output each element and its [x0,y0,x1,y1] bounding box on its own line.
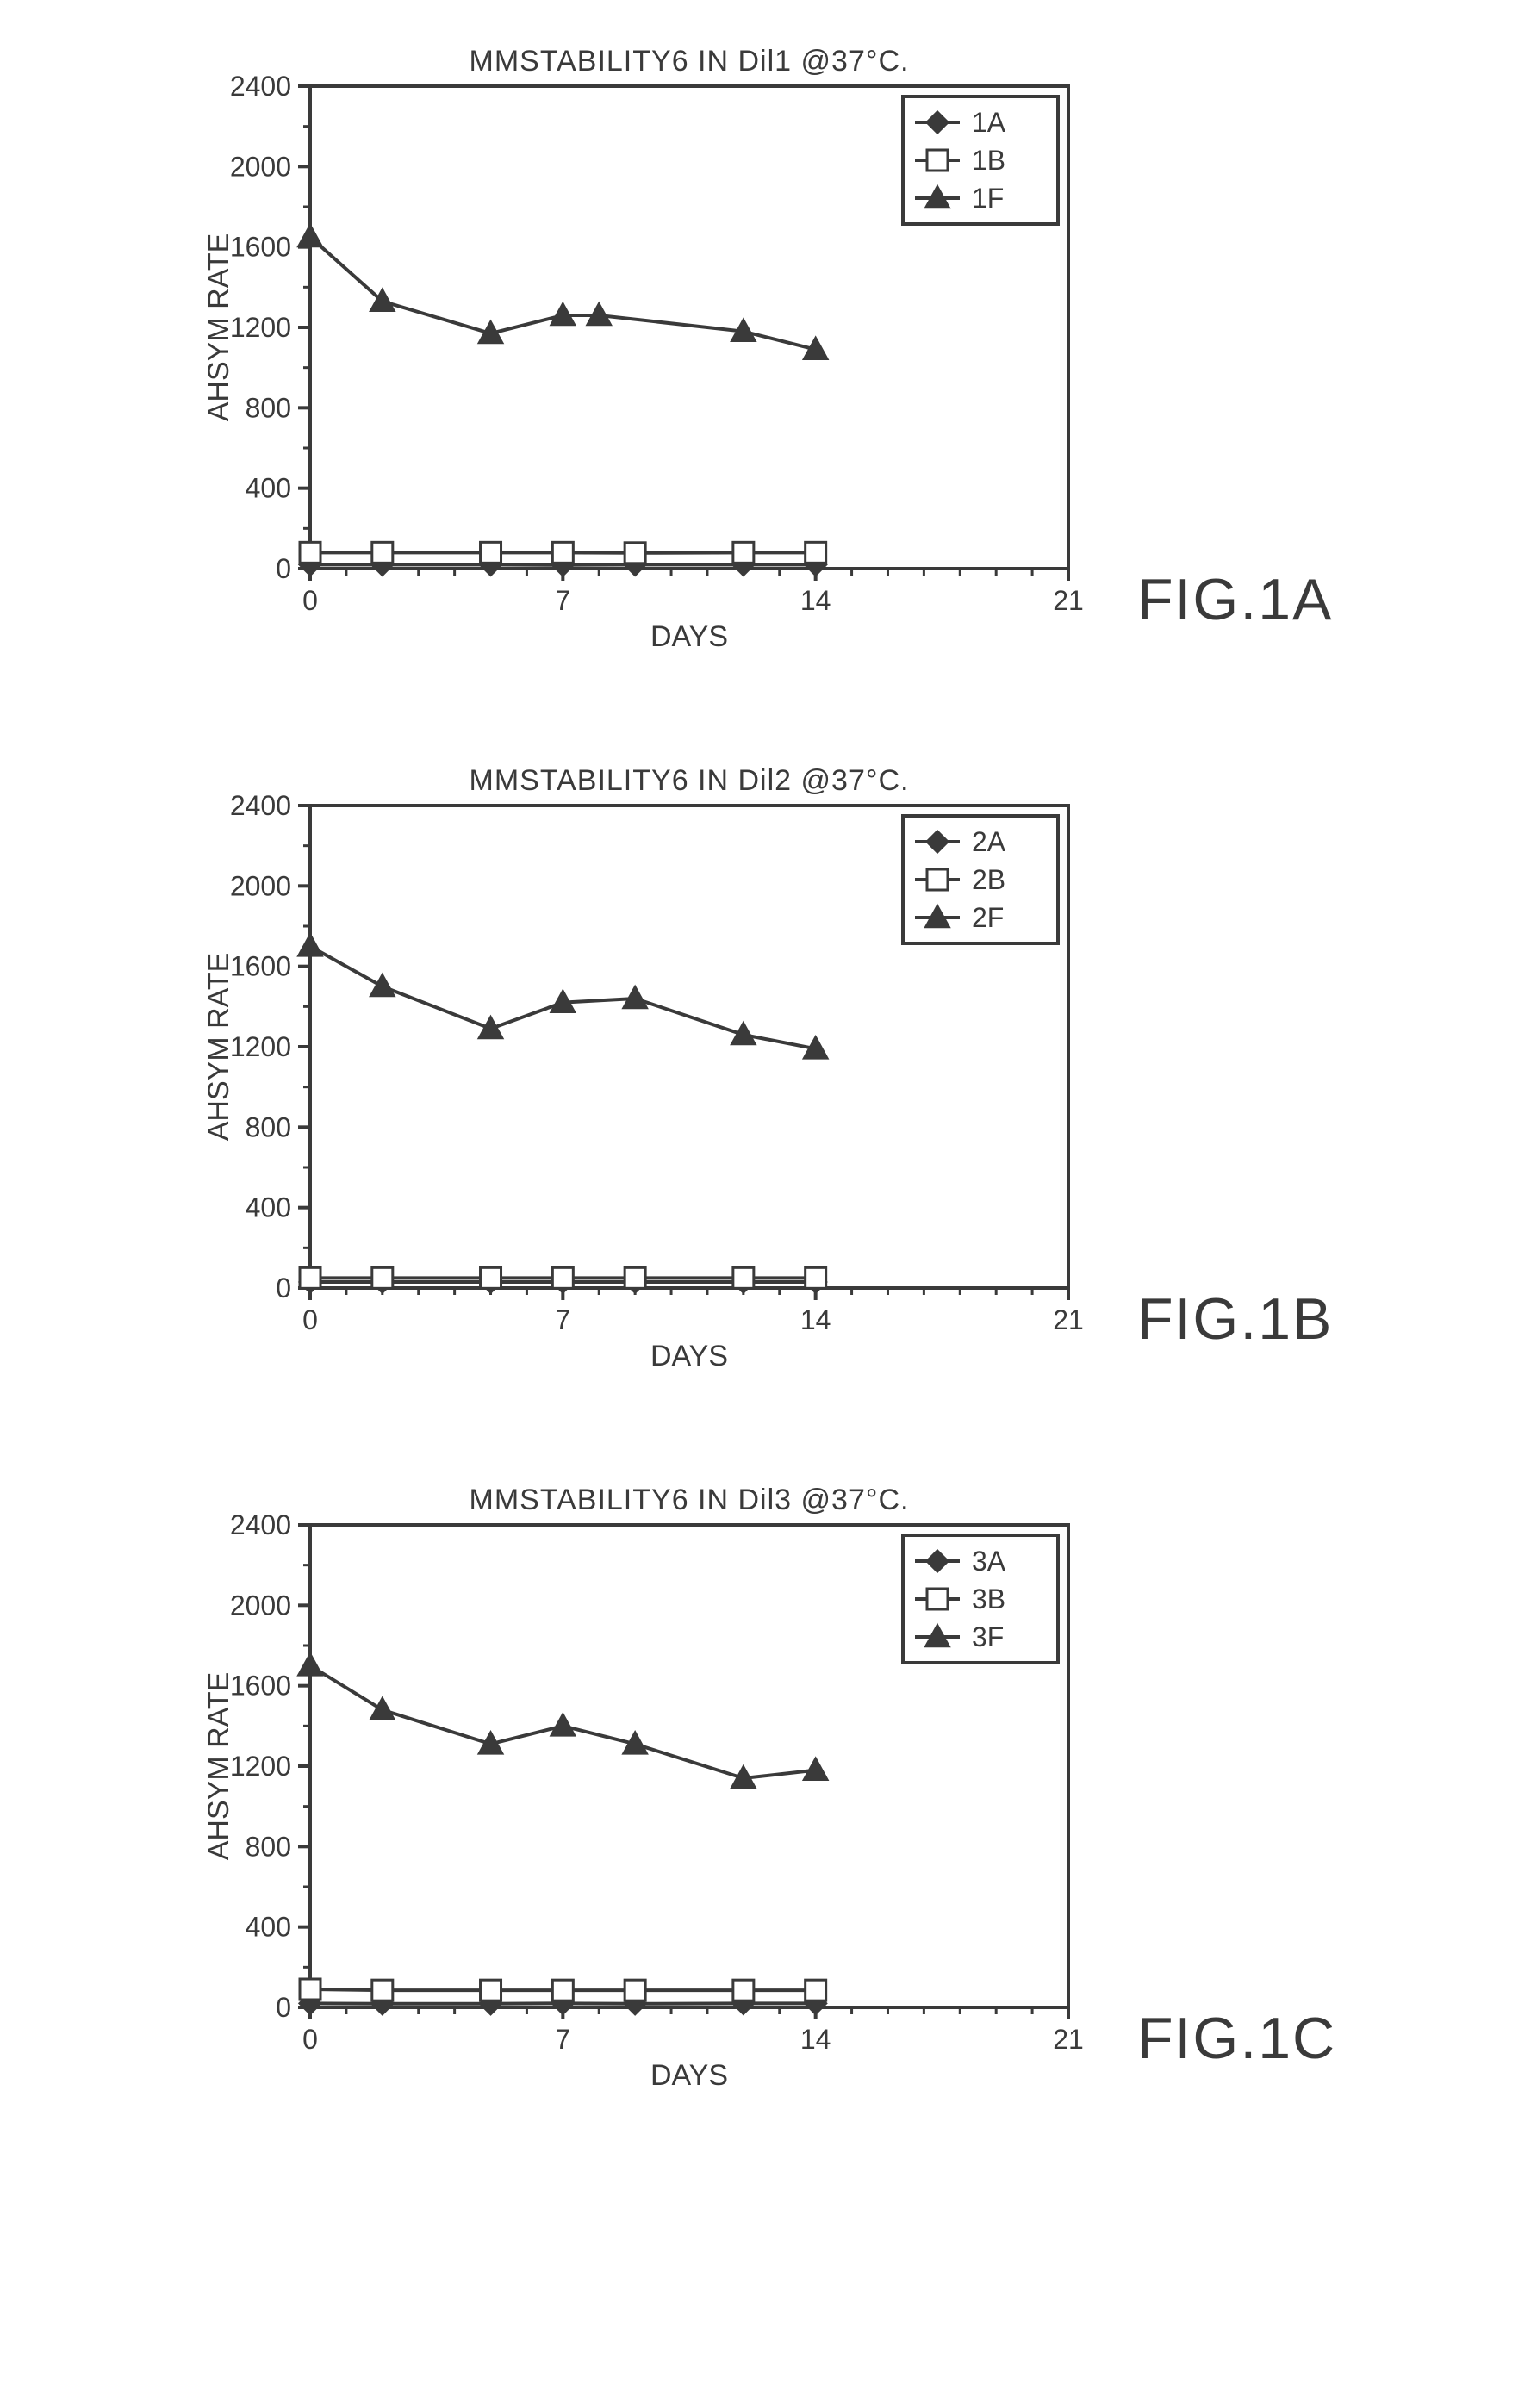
svg-text:1A: 1A [972,107,1006,138]
svg-text:3B: 3B [972,1584,1005,1615]
svg-text:2F: 2F [972,902,1004,933]
svg-text:800: 800 [246,392,291,423]
svg-text:400: 400 [246,1192,291,1223]
chart-svg-1c: MMSTABILITY6 IN Dil3 @37°C. 0 400 800 1200 16… [207,1473,1086,2102]
svg-text:DAYS: DAYS [650,2059,728,2092]
svg-text:21: 21 [1053,1304,1084,1335]
svg-text:1200: 1200 [230,1751,291,1782]
svg-text:14: 14 [800,2024,831,2055]
svg-text:0: 0 [276,1272,291,1304]
svg-text:1200: 1200 [230,312,291,343]
chart-row-a: MMSTABILITY6 IN Dil1 @37°C. 0 400 800 1200 16… [34,34,1537,668]
chart-1a: MMSTABILITY6 IN Dil1 @37°C. 0 400 800 1200 16… [207,34,1086,668]
svg-text:14: 14 [800,1304,831,1335]
svg-text:AHSYM RATE: AHSYM RATE [207,1672,235,1861]
svg-text:2400: 2400 [230,71,291,102]
svg-text:0: 0 [276,553,291,584]
svg-text:1B: 1B [972,145,1005,176]
svg-text:AHSYM RATE: AHSYM RATE [207,233,235,422]
svg-text:1600: 1600 [230,232,291,263]
svg-text:2B: 2B [972,864,1005,895]
fig-label-1b: FIG.1B [1137,1285,1333,1353]
svg-text:AHSYM RATE: AHSYM RATE [207,953,235,1142]
svg-text:1600: 1600 [230,951,291,982]
svg-text:0: 0 [302,2024,318,2055]
svg-text:1600: 1600 [230,1671,291,1702]
svg-text:2A: 2A [972,826,1006,857]
svg-text:2400: 2400 [230,1509,291,1540]
svg-text:3A: 3A [972,1546,1006,1577]
svg-text:800: 800 [246,1831,291,1862]
svg-text:7: 7 [555,2024,570,2055]
svg-text:MMSTABILITY6 IN Dil2 @37°C.: MMSTABILITY6 IN Dil2 @37°C. [470,764,910,797]
svg-text:800: 800 [246,1111,291,1142]
chart-1c: MMSTABILITY6 IN Dil3 @37°C. 0 400 800 1200 16… [207,1473,1086,2106]
svg-text:1200: 1200 [230,1031,291,1062]
svg-text:2400: 2400 [230,790,291,821]
svg-text:14: 14 [800,585,831,616]
svg-text:400: 400 [246,473,291,504]
chart-1b: MMSTABILITY6 IN Dil2 @37°C. 0 400 800 1200 16… [207,754,1086,1387]
svg-text:0: 0 [302,1304,318,1335]
figure-page: MMSTABILITY6 IN Dil1 @37°C. 0 400 800 1200 16… [34,34,1537,2106]
svg-text:DAYS: DAYS [650,1340,728,1372]
svg-text:0: 0 [276,1992,291,2023]
svg-text:MMSTABILITY6 IN Dil3 @37°C.: MMSTABILITY6 IN Dil3 @37°C. [470,1484,910,1516]
svg-text:2000: 2000 [230,870,291,901]
chart-row-b: MMSTABILITY6 IN Dil2 @37°C. 0 400 800 1200 16… [34,754,1537,1387]
svg-text:7: 7 [555,585,570,616]
svg-text:2000: 2000 [230,151,291,182]
svg-text:400: 400 [246,1912,291,1943]
chart-svg-1a: MMSTABILITY6 IN Dil1 @37°C. 0 400 800 1200 16… [207,34,1086,663]
svg-text:1F: 1F [972,183,1004,214]
svg-text:0: 0 [302,585,318,616]
svg-text:7: 7 [555,1304,570,1335]
svg-text:DAYS: DAYS [650,620,728,653]
svg-text:MMSTABILITY6 IN Dil1 @37°C.: MMSTABILITY6 IN Dil1 @37°C. [470,45,910,78]
chart-row-c: MMSTABILITY6 IN Dil3 @37°C. 0 400 800 1200 16… [34,1473,1537,2106]
chart-svg-1b: MMSTABILITY6 IN Dil2 @37°C. 0 400 800 1200 16… [207,754,1086,1383]
fig-label-1a: FIG.1A [1137,566,1333,633]
svg-text:2000: 2000 [230,1590,291,1621]
svg-text:21: 21 [1053,2024,1084,2055]
svg-text:21: 21 [1053,585,1084,616]
svg-text:3F: 3F [972,1621,1004,1652]
fig-label-1c: FIG.1C [1137,2005,1336,2072]
